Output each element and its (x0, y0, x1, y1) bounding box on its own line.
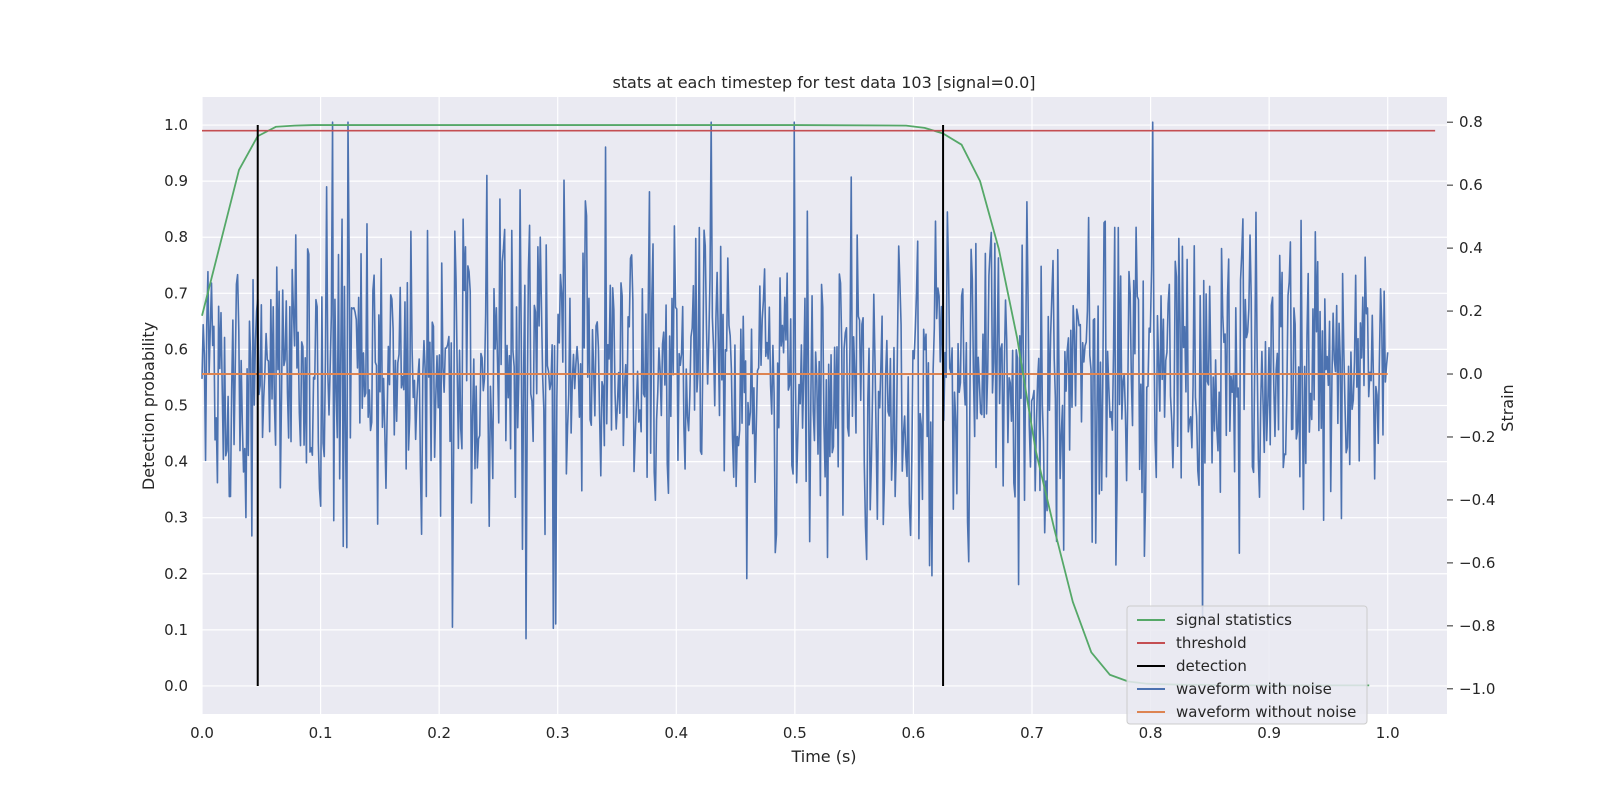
y-tick-label: 0.0 (164, 677, 188, 695)
y2-tick-label: 0.4 (1459, 239, 1483, 257)
x-tick-label: 0.9 (1257, 724, 1281, 742)
x-tick-label: 0.7 (1020, 724, 1044, 742)
x-tick-label: 0.4 (664, 724, 688, 742)
x-tick-label: 0.0 (190, 724, 214, 742)
y-tick-label: 0.8 (164, 228, 188, 246)
series-layer (201, 121, 1436, 687)
y-tick-label: 0.9 (164, 172, 188, 190)
y2-tick-label: 0.6 (1459, 176, 1483, 194)
series-waveform-with-noise (201, 121, 1389, 640)
x-tick-label: 0.3 (546, 724, 570, 742)
y2-tick-label: 0.0 (1459, 365, 1483, 383)
y2-tick-label: −0.4 (1459, 491, 1495, 509)
y-tick-label: 0.7 (164, 284, 188, 302)
y-tick-label: 0.3 (164, 509, 188, 527)
x-tick-label: 1.0 (1376, 724, 1400, 742)
x-tick-label: 0.1 (309, 724, 333, 742)
y2-tick-label: 0.2 (1459, 302, 1483, 320)
x-tick-label: 0.5 (783, 724, 807, 742)
legend-label: detection (1176, 657, 1247, 675)
y-tick-label: 1.0 (164, 116, 188, 134)
legend-label: waveform with noise (1176, 680, 1332, 698)
y2-axis-label: Strain (1498, 384, 1517, 431)
y2-tick-label: −0.8 (1459, 617, 1495, 635)
legend-label: signal statistics (1176, 611, 1292, 629)
y-axis-right: −1.0 −0.8 −0.6 −0.4 −0.2 0.0 0.2 0.4 0.6 0.8 (1447, 113, 1495, 698)
legend: signal statistics threshold detection wavef… (1126, 605, 1368, 725)
y-tick-label: 0.6 (164, 340, 188, 358)
y-tick-label: 0.2 (164, 565, 188, 583)
legend-label: threshold (1176, 634, 1247, 652)
y2-tick-label: −1.0 (1459, 680, 1495, 698)
y2-tick-label: −0.6 (1459, 554, 1495, 572)
x-axis-label: Time (s) (790, 747, 856, 766)
x-tick-label: 0.2 (427, 724, 451, 742)
x-axis: 0.0 0.1 0.2 0.3 0.4 0.5 0.6 0.7 0.8 0.9 1.0 (190, 724, 1400, 742)
y2-tick-label: 0.8 (1459, 113, 1483, 131)
y-tick-label: 0.1 (164, 621, 188, 639)
legend-label: waveform without noise (1176, 703, 1356, 721)
x-tick-label: 0.6 (901, 724, 925, 742)
y-axis-label: Detection probability (139, 322, 158, 490)
legend-box (1126, 605, 1368, 725)
y2-tick-label: −0.2 (1459, 428, 1495, 446)
y-tick-label: 0.5 (164, 397, 188, 415)
chart-title: stats at each timestep for test data 103… (612, 73, 1035, 92)
x-tick-label: 0.8 (1139, 724, 1163, 742)
y-axis-left: 0.0 0.1 0.2 0.3 0.4 0.5 0.6 0.7 0.8 0.9 1.0 (164, 116, 188, 695)
y-tick-label: 0.4 (164, 453, 188, 471)
